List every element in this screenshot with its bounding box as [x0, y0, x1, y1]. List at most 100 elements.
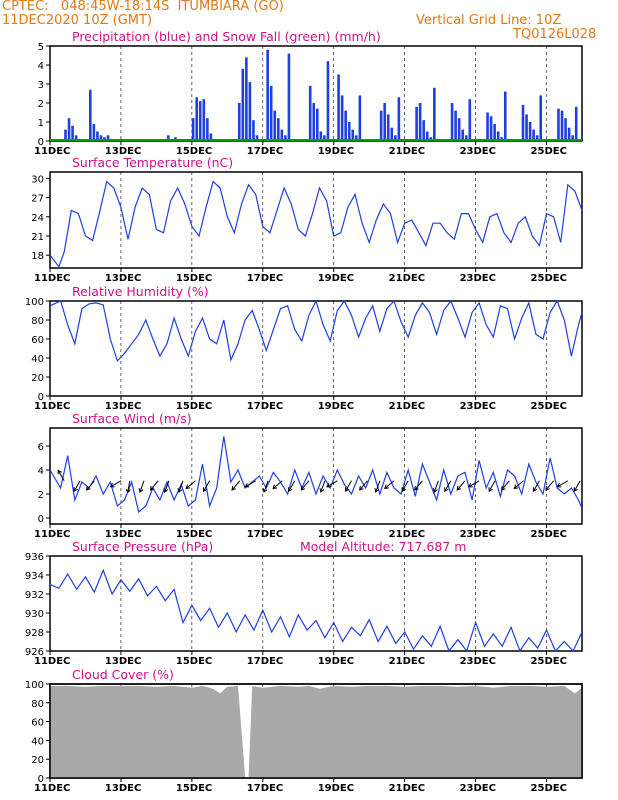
precip-bar	[390, 127, 394, 141]
rh-xtick-label: 13DEC	[105, 401, 141, 412]
wind-ytick-label: 6	[38, 442, 44, 453]
wind-arrow	[444, 480, 452, 492]
wind-arrow	[533, 480, 540, 492]
wind-arrow-head	[288, 487, 293, 493]
wind-arrow	[375, 480, 381, 493]
cloud-ytick-label: 0	[38, 774, 44, 785]
precip-bar	[397, 97, 401, 141]
precip-bar	[195, 97, 199, 141]
wind-ytick-label: 2	[38, 490, 44, 501]
wind-arrow-head	[262, 488, 268, 494]
rh-xtick-label: 23DEC	[460, 401, 496, 412]
precip-xtick-label: 11DEC	[34, 146, 70, 157]
pressure-ytick-label: 928	[25, 628, 44, 639]
wind-arrow-head	[359, 485, 364, 491]
wind-ytick-label: 0	[38, 514, 44, 525]
precip-bar	[198, 101, 202, 141]
wind-arrow	[57, 470, 65, 482]
precip-bar	[308, 85, 312, 141]
precip-bar	[64, 129, 67, 141]
cloud-xtick-label: 13DEC	[105, 783, 141, 794]
precip-bar	[489, 116, 493, 141]
wind-arrow-head	[185, 484, 191, 490]
precip-bar	[323, 135, 326, 141]
wind-arrow-head	[532, 487, 538, 493]
wind-arrow	[456, 480, 466, 491]
wind-arrow-head	[344, 487, 350, 493]
temp-xtick-label: 25DEC	[531, 273, 567, 284]
wind-arrow	[245, 480, 256, 488]
wind-arrow	[573, 480, 581, 492]
wind-arrow	[300, 480, 310, 491]
precip-bar	[422, 120, 425, 141]
precip-bar	[493, 123, 496, 141]
pressure-series-line	[49, 568, 583, 653]
precip-xtick-label: 17DEC	[247, 146, 283, 157]
precip-bar	[394, 135, 397, 141]
precip-bar	[379, 110, 383, 141]
temp-series-line	[49, 180, 583, 268]
precip-ytick-label: 0	[38, 137, 44, 148]
precip-title: Precipitation (blue) and Snow Fall (gree…	[72, 29, 381, 44]
wind-xtick-label: 13DEC	[105, 529, 141, 540]
rh-xtick-label: 19DEC	[318, 401, 354, 412]
wind-arrow	[433, 480, 439, 493]
pressure-xtick-label: 19DEC	[318, 656, 354, 667]
temp-title: Surface Temperature (nC)	[72, 155, 233, 170]
wind-arrow-head	[125, 488, 131, 494]
precip-bar	[255, 135, 259, 141]
precip-bar	[252, 120, 255, 141]
rh-ytick-label: 40	[31, 354, 44, 365]
precip-bar	[383, 103, 386, 141]
temp-xtick-label: 17DEC	[247, 273, 283, 284]
grid-note: Vertical Grid Line: 10Z	[416, 13, 562, 28]
temp-xtick-label: 23DEC	[460, 273, 496, 284]
wind-arrow	[150, 480, 159, 491]
wind-arrow	[263, 480, 269, 493]
precip-bar	[535, 135, 539, 141]
precip-bar	[209, 133, 213, 141]
precip-ytick-label: 3	[38, 80, 44, 91]
wind-arrow-head	[163, 488, 169, 494]
wind-arrow	[359, 480, 368, 491]
rh-xtick-label: 25DEC	[531, 401, 567, 412]
rh-xtick-label: 15DEC	[176, 401, 212, 412]
precip-bar	[284, 135, 287, 141]
precip-bar	[457, 118, 461, 141]
cloud-xtick-label: 17DEC	[247, 783, 283, 794]
wind-arrow	[345, 480, 352, 492]
precip-bar	[521, 104, 525, 141]
wind-arrow-head	[433, 488, 438, 494]
precip-bar	[564, 118, 567, 141]
precip-bar	[248, 82, 252, 141]
precip-xtick-label: 25DEC	[531, 146, 567, 157]
precip-bar	[340, 95, 344, 141]
cloud-ytick-label: 80	[31, 699, 44, 710]
rh-ytick-label: 100	[25, 297, 44, 308]
wind-arrow	[501, 480, 510, 491]
precip-bar	[99, 135, 103, 141]
pressure-xtick-label: 25DEC	[531, 656, 567, 667]
wind-arrow-head	[272, 484, 278, 490]
precip-bar	[266, 49, 269, 141]
wind-series-line	[49, 436, 583, 514]
wind-arrow-head	[300, 485, 306, 491]
cloud-ytick-label: 100	[25, 680, 44, 691]
wind-arrow	[414, 480, 423, 491]
cloud-xtick-label: 15DEC	[176, 783, 212, 794]
pressure-ytick-label: 932	[25, 590, 44, 601]
precip-bar	[206, 118, 209, 141]
wind-arrow	[178, 480, 184, 493]
wind-arrow-head	[401, 487, 406, 493]
precip-bar	[71, 125, 74, 141]
wind-arrow	[288, 480, 296, 492]
wind-arrow-head	[326, 483, 331, 488]
precip-bar	[560, 110, 564, 141]
precip-bar	[532, 129, 535, 141]
precip-bar	[525, 114, 528, 141]
wind-xtick-label: 19DEC	[318, 529, 354, 540]
precip-bar	[237, 103, 241, 141]
precip-bar	[461, 129, 465, 141]
precip-xtick-label: 15DEC	[176, 146, 212, 157]
